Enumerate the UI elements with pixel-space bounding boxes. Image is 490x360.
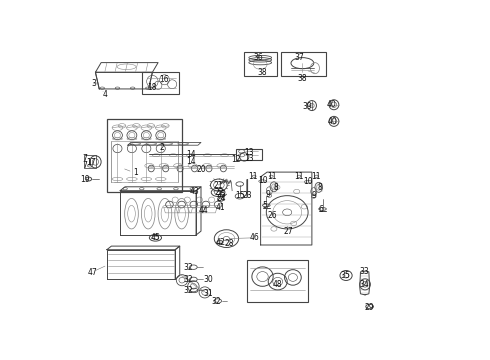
Text: 21: 21 [213,181,223,190]
Text: 3: 3 [91,79,96,88]
Text: 2: 2 [160,143,164,152]
Text: 32: 32 [184,263,193,272]
Text: 4: 4 [102,90,107,99]
Text: 32: 32 [184,275,193,284]
Text: 41: 41 [215,203,225,212]
Text: 46: 46 [250,233,260,242]
Text: 27: 27 [284,227,293,236]
Text: 10: 10 [258,176,268,185]
Text: 47: 47 [88,268,97,277]
Text: 39: 39 [302,102,312,111]
Text: 26: 26 [267,211,277,220]
Text: 11: 11 [267,172,277,181]
Text: 7: 7 [82,161,87,170]
Text: 11: 11 [312,172,321,181]
Text: 25: 25 [217,190,226,199]
Text: 1: 1 [133,168,138,177]
Text: 7: 7 [82,154,87,163]
Text: 13: 13 [245,154,254,163]
Text: 32: 32 [184,286,193,295]
Text: 24: 24 [217,194,226,203]
Text: 31: 31 [204,289,214,298]
Text: 8: 8 [273,183,278,192]
Text: 12: 12 [231,155,241,164]
Text: 30: 30 [204,275,214,284]
Text: 20: 20 [196,165,206,174]
Text: 37: 37 [295,53,305,62]
Bar [236,149,262,160]
Text: 14: 14 [186,150,196,159]
Text: 34: 34 [360,280,369,289]
Text: 28: 28 [224,239,234,248]
Bar [107,118,182,192]
Text: 17: 17 [86,158,96,167]
Text: 10: 10 [303,177,313,186]
Text: 45: 45 [150,233,160,242]
Text: 33: 33 [360,266,369,275]
Text: 6: 6 [319,205,324,214]
Text: 38: 38 [297,74,307,83]
Text: 13: 13 [245,148,254,157]
Text: 43: 43 [190,187,200,196]
Text: 16: 16 [159,75,169,84]
Text: 11: 11 [294,172,303,181]
Text: 32: 32 [211,297,221,306]
Bar [142,72,179,94]
Text: 22: 22 [214,188,223,197]
Text: 9: 9 [311,191,316,200]
Bar [244,52,277,76]
Text: 18: 18 [147,83,157,92]
Text: 29: 29 [365,303,374,312]
Text: 5: 5 [262,201,267,210]
Text: 48: 48 [272,280,282,289]
Text: 42: 42 [215,238,225,247]
Text: 9: 9 [266,190,270,199]
Text: 38: 38 [257,68,267,77]
Text: 15: 15 [235,190,245,199]
Text: 40: 40 [328,117,338,126]
Text: 35: 35 [341,271,350,280]
Text: 19: 19 [80,175,90,184]
Bar [247,260,308,302]
Text: 44: 44 [199,206,209,215]
Bar [281,52,326,76]
Text: 36: 36 [253,53,263,62]
Text: 8: 8 [317,183,322,192]
Text: 40: 40 [327,100,337,109]
Bar [84,156,96,168]
Text: 11: 11 [248,172,258,181]
Text: 14: 14 [186,157,196,166]
Text: 23: 23 [243,190,252,199]
